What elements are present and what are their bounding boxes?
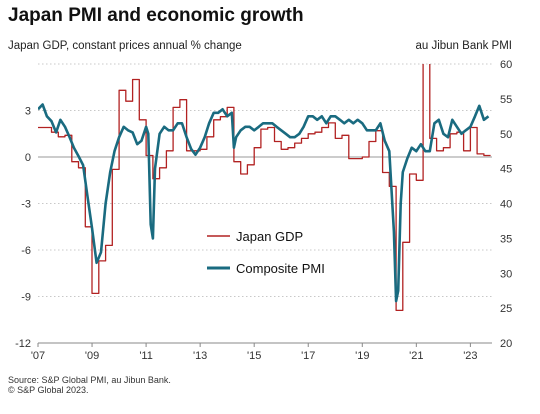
x-tick-label: '17 (301, 350, 315, 362)
right-tick-label: 40 (500, 199, 512, 211)
x-tick-label: '23 (463, 350, 477, 362)
left-tick-label: -9 (21, 292, 31, 304)
x-tick-label: '13 (193, 350, 207, 362)
legend: Japan GDP Composite PMI (207, 229, 325, 276)
right-tick-label: 55 (500, 94, 512, 106)
x-tick-label: '15 (247, 350, 261, 362)
right-tick-label: 50 (500, 129, 512, 141)
x-tick-label: '19 (355, 350, 369, 362)
right-tick-label: 45 (500, 164, 512, 176)
left-tick-label: -6 (21, 245, 31, 257)
composite-pmi-line (38, 103, 490, 303)
left-tick-label: 0 (25, 152, 31, 164)
right-tick-label: 30 (500, 268, 512, 280)
right-tick-label: 25 (500, 303, 512, 315)
right-tick-label: 20 (500, 338, 512, 350)
x-tick-label: '11 (139, 350, 153, 362)
source-note: Source: S&P Global PMI, au Jibun Bank. ©… (8, 375, 171, 395)
japan-gdp-line (38, 64, 491, 312)
legend-label-japan-gdp: Japan GDP (236, 229, 303, 244)
right-axis-label: au Jibun Bank PMI (415, 40, 512, 52)
left-axis-label: Japan GDP, constant prices annual % chan… (8, 40, 242, 52)
x-tick-label: '21 (409, 350, 423, 362)
left-tick-label: 3 (25, 106, 31, 118)
chart-title: Japan PMI and economic growth (8, 5, 304, 26)
left-tick-label: -3 (21, 199, 31, 211)
copyright-line: © S&P Global 2023. (8, 385, 89, 395)
axis-layer: -12 -9 -6 -3 0 3 20 25 30 35 40 45 50 55 60 '07 '09 '11 '1… (15, 59, 512, 362)
right-tick-label: 35 (500, 233, 512, 245)
source-line: Source: S&P Global PMI, au Jibun Bank. (8, 375, 171, 385)
x-tick-label: '09 (85, 350, 99, 362)
left-tick-label: -12 (15, 338, 31, 350)
series-layer (38, 64, 491, 312)
right-tick-label: 60 (500, 59, 512, 71)
legend-label-composite-pmi: Composite PMI (236, 261, 325, 276)
x-tick-label: '07 (31, 350, 45, 362)
